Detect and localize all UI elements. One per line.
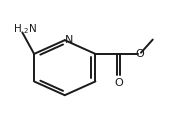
Text: O: O [114, 78, 123, 88]
Text: O: O [135, 49, 144, 59]
Text: H: H [14, 24, 21, 34]
Text: N: N [65, 35, 73, 45]
Text: 2: 2 [24, 28, 28, 34]
Text: N: N [29, 24, 36, 34]
